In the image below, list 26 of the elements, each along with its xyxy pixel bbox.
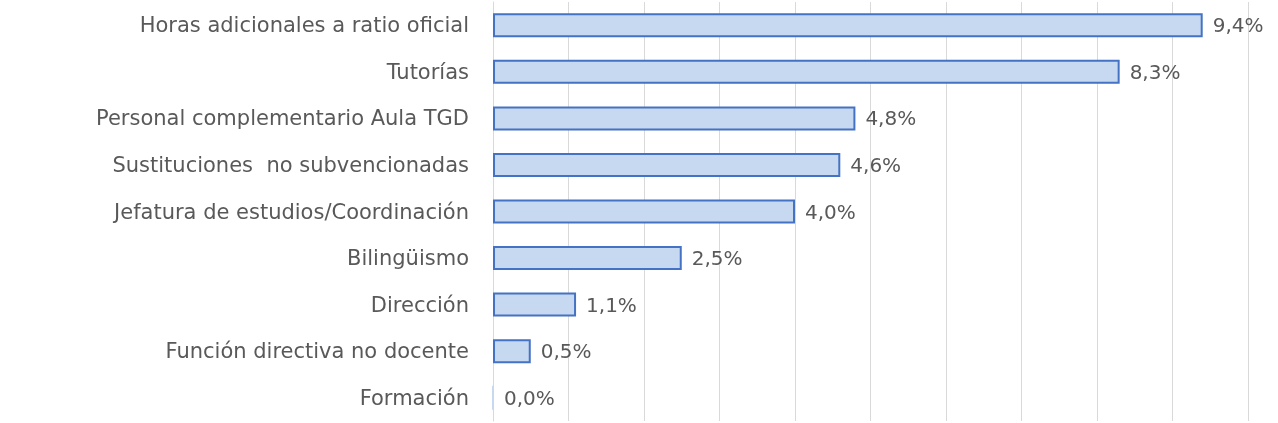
y-tick-label: Sustituciones no subvencionadas [112, 152, 469, 177]
data-label: 0,0% [504, 385, 555, 410]
data-label: 4,6% [850, 152, 902, 177]
data-label: 0,5% [540, 339, 592, 364]
data-label: 8,3% [1129, 59, 1181, 84]
y-tick-label: Jefatura de estudios/Coordinación [112, 199, 469, 224]
bar [493, 292, 577, 317]
data-label: 9,4% [1212, 13, 1264, 38]
y-tick-label: Tutorías [385, 59, 469, 84]
bar [493, 246, 682, 271]
y-tick-label: Bilingüismo [347, 246, 469, 271]
bar [493, 59, 1120, 84]
bar [493, 106, 856, 131]
data-label: 4,0% [805, 199, 856, 224]
y-tick-label: Dirección [370, 292, 469, 317]
data-label: 1,1% [586, 292, 637, 317]
y-tick-label: Horas adicionales a ratio oficial [139, 13, 469, 38]
data-label: 4,8% [865, 106, 917, 131]
y-tick-label: Función directiva no docente [165, 339, 469, 364]
data-label: 2,5% [691, 246, 743, 271]
bar [493, 13, 1203, 38]
bar [493, 339, 531, 364]
y-tick-label: Formación [359, 385, 469, 410]
y-tick-label: Personal complementario Aula TGD [96, 106, 469, 131]
bar [493, 199, 795, 224]
bar [493, 152, 841, 177]
